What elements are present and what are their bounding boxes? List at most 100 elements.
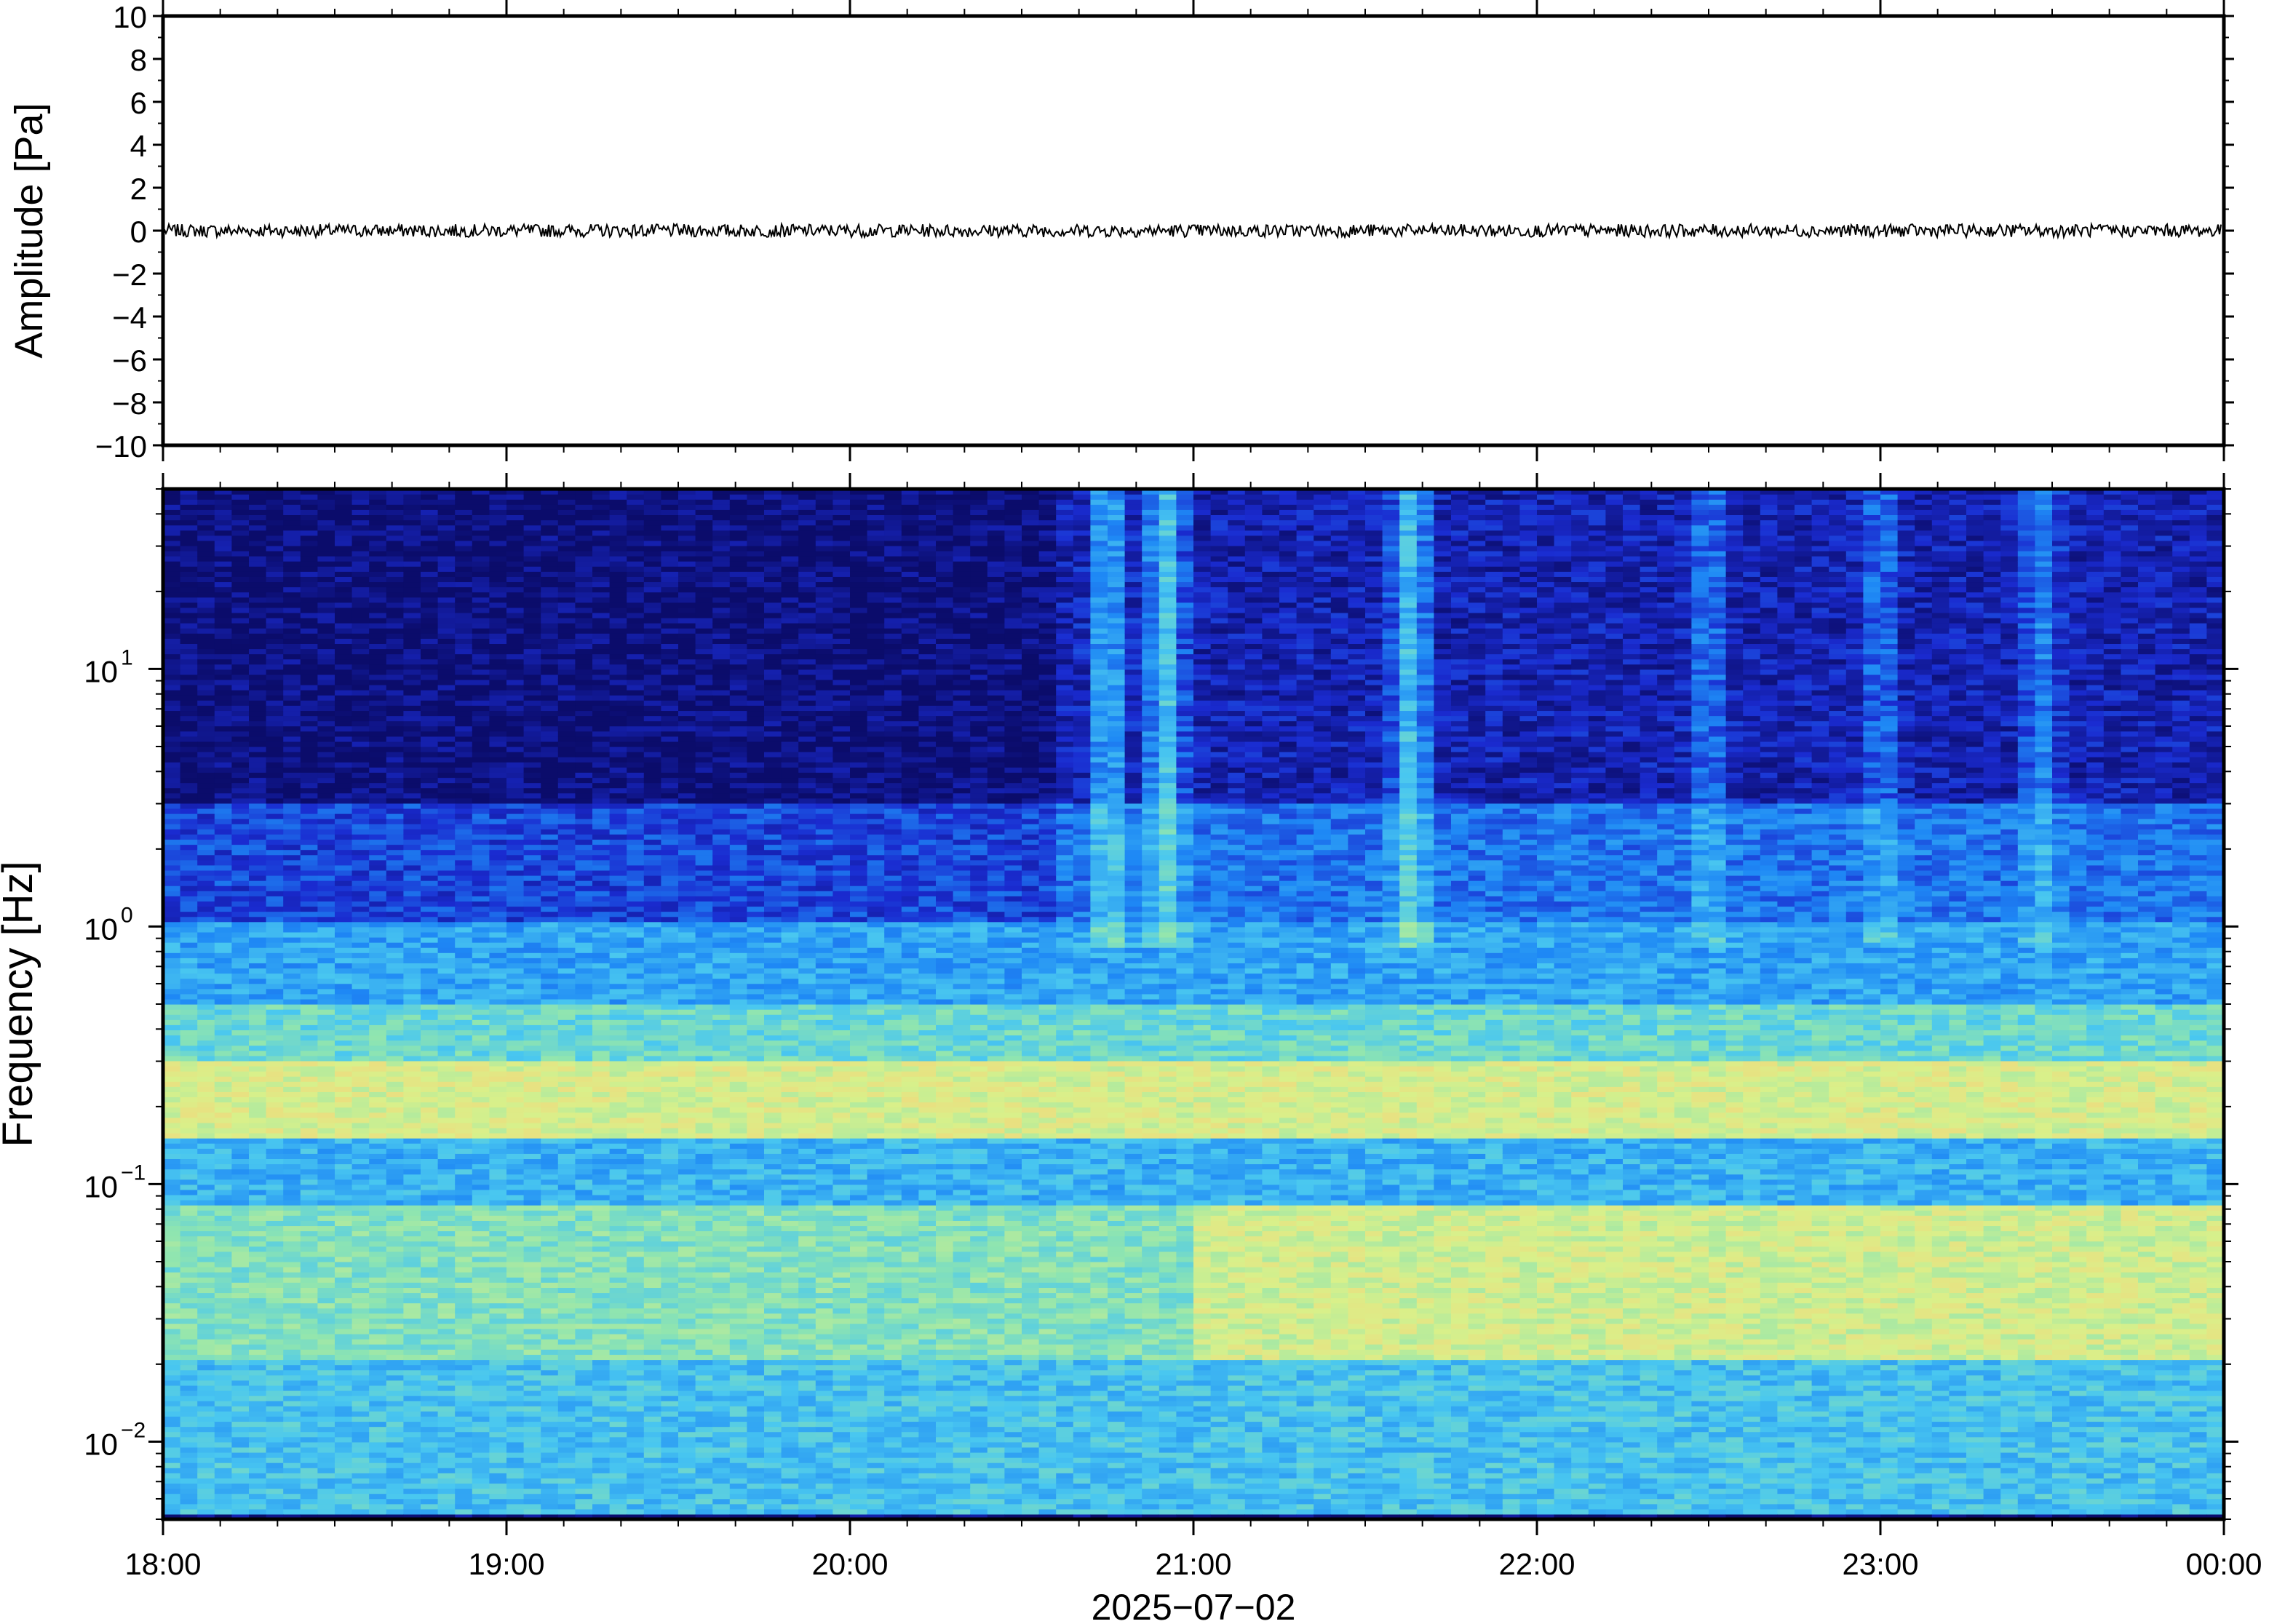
spectrogram-cell [197, 1148, 215, 1154]
spectrogram-cell [231, 1046, 249, 1051]
spectrogram-cell [197, 834, 215, 840]
spectrogram-cell [266, 1143, 284, 1149]
spectrogram-cell [266, 757, 284, 763]
spectrogram-cell [197, 1174, 215, 1180]
spectrogram-cell [163, 654, 180, 660]
spectrogram-cell [197, 1473, 215, 1478]
spectrogram-cell [163, 772, 180, 778]
spectrogram-cell [197, 984, 215, 990]
spectrogram-cell [249, 1339, 266, 1345]
spectrogram-cell [266, 1349, 284, 1355]
spectrogram-cell [197, 664, 215, 670]
spectrogram-cell [231, 1096, 249, 1102]
spectrogram-cell [231, 1287, 249, 1293]
spectrogram-cell [197, 1153, 215, 1159]
spectrogram-cell [249, 1118, 266, 1123]
spectrogram-cell [266, 1489, 284, 1494]
spectrogram-cell [197, 1061, 215, 1067]
spectrogram-cell [180, 716, 198, 722]
spectrogram-cell [215, 1308, 232, 1314]
spectrogram-cell [163, 571, 180, 577]
spectrogram-cell [197, 628, 215, 634]
spectrogram-cell [215, 1071, 232, 1077]
spectrogram-cell [163, 989, 180, 995]
spectrogram-cell [180, 999, 198, 1005]
spectrogram-cell [231, 772, 249, 778]
spectrogram-cell [249, 509, 266, 515]
spectrogram-cell [215, 767, 232, 773]
spectrogram-cell [266, 1220, 284, 1226]
amplitude-y-tick-label: −4 [112, 300, 147, 335]
spectrogram-cell [266, 664, 284, 670]
spectrogram-cell [197, 1360, 215, 1366]
spectrogram-cell [249, 813, 266, 819]
spectrogram-cell [249, 875, 266, 881]
spectrogram-cell [249, 1143, 266, 1149]
amplitude-y-tick-label: −10 [95, 429, 147, 463]
spectrogram-cell [163, 731, 180, 737]
spectrogram-cell [180, 731, 198, 737]
spectrogram-cell [266, 1457, 284, 1463]
spectrogram-cell [231, 1009, 249, 1015]
spectrogram-cell [231, 1215, 249, 1221]
spectrogram-cell [180, 912, 198, 918]
spectrogram-cell [231, 1225, 249, 1231]
spectrogram-cell [231, 1123, 249, 1129]
spectrogram-cell [163, 551, 180, 557]
spectrogram-cell [266, 633, 284, 639]
spectrogram-cell [163, 710, 180, 716]
spectrogram-cell [197, 581, 215, 587]
spectrogram-cell [197, 896, 215, 901]
spectrogram-cell [249, 1365, 266, 1371]
spectrogram-cell [266, 1076, 284, 1082]
spectrogram-cell [231, 1231, 249, 1237]
spectrogram-cell [266, 1138, 284, 1144]
spectrogram-cell [231, 880, 249, 886]
spectrogram-cell [163, 968, 180, 974]
spectrogram-cell [231, 793, 249, 799]
spectrogram-cell [197, 1195, 215, 1201]
spectrogram-cell [215, 1298, 232, 1304]
spectrogram-cell [215, 664, 232, 670]
spectrogram-cell [231, 912, 249, 918]
spectrogram-cell [215, 690, 232, 696]
spectrogram-cell [266, 747, 284, 752]
spectrogram-cell [249, 633, 266, 639]
spectrogram-cell [215, 1190, 232, 1195]
spectrogram-cell [266, 1483, 284, 1489]
spectrogram-cell [197, 618, 215, 624]
spectrogram-cell [249, 1019, 266, 1025]
spectrogram-cell [215, 1494, 232, 1500]
spectrogram-cell [215, 937, 232, 943]
spectrogram-cell [249, 705, 266, 711]
spectrogram-cell [249, 1138, 266, 1144]
amplitude-y-tick-label: −8 [112, 386, 147, 421]
spectrogram-cell [266, 571, 284, 577]
spectrogram-cell [197, 1096, 215, 1102]
spectrogram-cell [231, 1370, 249, 1376]
spectrogram-cell [266, 643, 284, 649]
spectrogram-cell [266, 1030, 284, 1035]
spectrogram-cell [197, 762, 215, 768]
spectrogram-cell [163, 1416, 180, 1422]
spectrogram-cell [215, 1123, 232, 1129]
spectrogram-cell [197, 1046, 215, 1051]
spectrogram-cell [266, 798, 284, 804]
spectrogram-cell [231, 741, 249, 747]
spectrogram-cell [197, 566, 215, 572]
spectrogram-cell [231, 1442, 249, 1448]
spectrogram-cell [231, 1334, 249, 1340]
spectrogram-cell [180, 1019, 198, 1025]
spectrogram-cell [231, 901, 249, 907]
spectrogram-cell [180, 906, 198, 912]
spectrogram-cell [215, 643, 232, 649]
spectrogram-cell [266, 1411, 284, 1417]
spectrogram-cell [215, 839, 232, 845]
spectrogram-cell [180, 1385, 198, 1391]
spectrogram-cell [249, 1066, 266, 1072]
spectrogram-cell [266, 1107, 284, 1113]
spectrogram-cell [215, 880, 232, 886]
spectrogram-cell [163, 721, 180, 727]
spectrogram-cell [180, 602, 198, 608]
spectrogram-cell [215, 509, 232, 515]
